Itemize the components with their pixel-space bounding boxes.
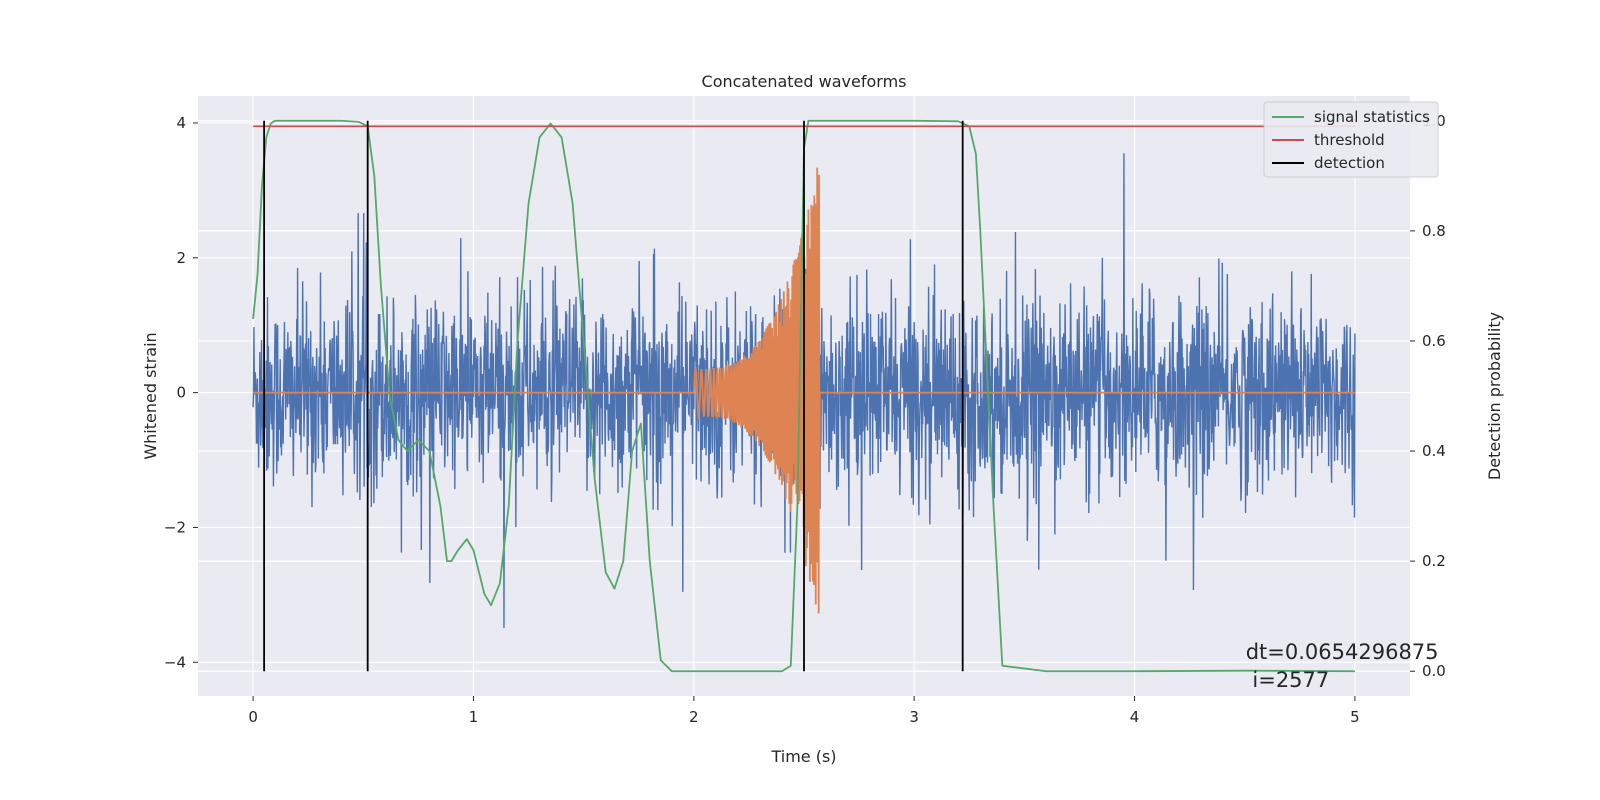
x-axis-label: Time (s) bbox=[770, 747, 836, 766]
y2-tick-label: 0.4 bbox=[1422, 442, 1446, 460]
y2-tick-label: 0.6 bbox=[1422, 332, 1446, 350]
annotation-text: i=2577 bbox=[1246, 668, 1330, 692]
y-tick-label: 2 bbox=[176, 249, 186, 267]
y-tick-label: 4 bbox=[176, 114, 186, 132]
x-tick-label: 0 bbox=[248, 708, 258, 726]
y-tick-label: −2 bbox=[164, 518, 186, 536]
y-axis-label: Whitened strain bbox=[141, 332, 160, 459]
y2-tick-label: 0.0 bbox=[1422, 662, 1446, 680]
legend-box bbox=[1263, 101, 1439, 178]
y-tick-label: −4 bbox=[164, 653, 186, 671]
y2-axis-label: Detection probability bbox=[1485, 312, 1504, 480]
legend-label: threshold bbox=[1314, 131, 1385, 149]
y2-tick-label: 0.2 bbox=[1422, 552, 1446, 570]
legend-label: detection bbox=[1314, 154, 1385, 172]
y-tick-label: 0 bbox=[176, 384, 186, 402]
x-tick-label: 1 bbox=[469, 708, 479, 726]
chart-title: Concatenated waveforms bbox=[702, 72, 907, 91]
annotation-text: dt=0.0654296875 bbox=[1246, 640, 1439, 664]
legend-label: signal statistics bbox=[1314, 108, 1430, 126]
x-tick-label: 4 bbox=[1130, 708, 1140, 726]
series-signal-statistics-line bbox=[252, 119, 1355, 673]
x-tick-label: 5 bbox=[1350, 708, 1360, 726]
y2-tick-label: 0.8 bbox=[1422, 222, 1446, 240]
x-tick-label: 3 bbox=[909, 708, 919, 726]
x-tick-label: 2 bbox=[689, 708, 699, 726]
